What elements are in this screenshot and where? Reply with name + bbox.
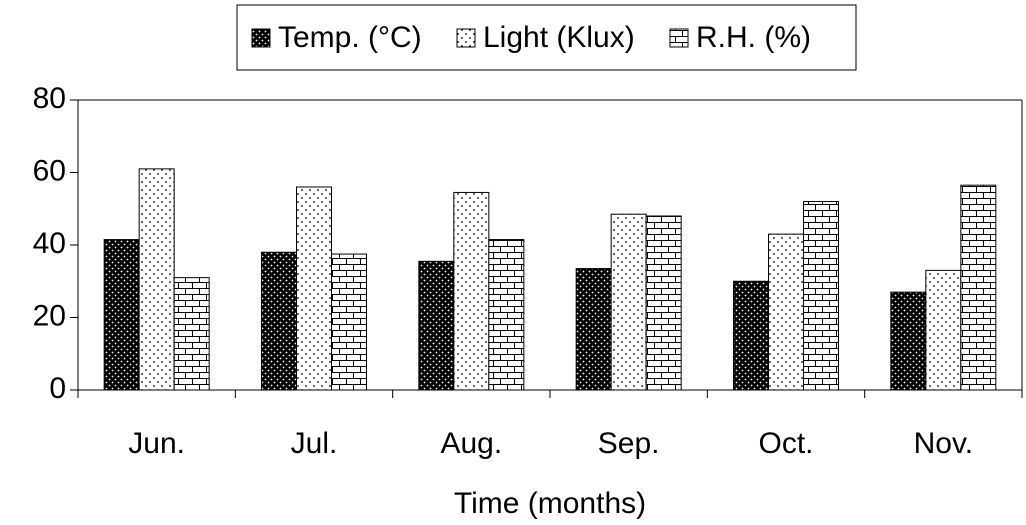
legend-swatch xyxy=(251,28,271,48)
bar xyxy=(103,239,140,391)
legend-swatch xyxy=(669,28,689,48)
x-tick-label: Aug. xyxy=(440,427,502,460)
y-tick-label: 0 xyxy=(49,372,66,405)
bar xyxy=(733,280,769,391)
legend-box xyxy=(236,4,857,71)
x-tick-label: Jun. xyxy=(128,427,185,460)
bar xyxy=(960,184,997,391)
legend-label: R.H. (%) xyxy=(696,21,811,54)
bar xyxy=(296,186,332,391)
x-tick-label: Nov. xyxy=(914,427,973,460)
x-tick-label: Oct. xyxy=(758,427,813,460)
x-tick-label: Sep. xyxy=(598,427,660,460)
bar xyxy=(803,201,839,391)
bar xyxy=(575,268,612,391)
bar xyxy=(925,269,962,391)
bar xyxy=(261,251,297,391)
y-tick-label: 20 xyxy=(33,299,66,332)
bar xyxy=(331,253,367,391)
bar xyxy=(610,213,647,391)
x-axis-title: Time (months) xyxy=(454,487,646,520)
bar xyxy=(173,277,210,391)
bar xyxy=(488,239,525,391)
bar xyxy=(768,233,804,391)
bar xyxy=(890,291,927,391)
legend-label: Light (Klux) xyxy=(483,21,635,54)
bar xyxy=(418,260,455,391)
bar xyxy=(453,191,490,391)
bar xyxy=(645,215,682,391)
bar xyxy=(138,168,175,391)
x-tick-label: Jul. xyxy=(291,427,338,460)
legend-label: Temp. (°C) xyxy=(278,21,422,54)
y-tick-label: 60 xyxy=(33,154,66,187)
y-tick-label: 40 xyxy=(33,227,66,260)
y-tick-label: 80 xyxy=(33,82,66,115)
legend-swatch xyxy=(456,28,476,48)
